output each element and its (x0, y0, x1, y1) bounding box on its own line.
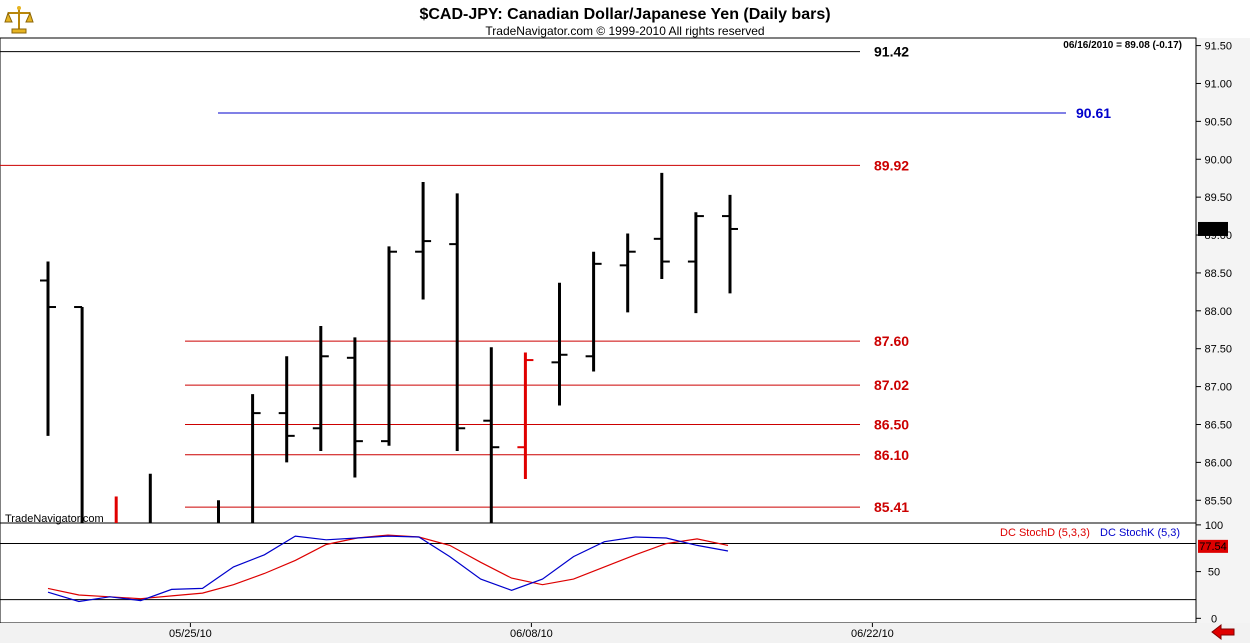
support-resistance-levels: 91.42 90.61 89.92 87.60 87.02 86.50 86.10 85.41 (0, 44, 1111, 515)
level-label-87.02: 87.02 (874, 377, 909, 393)
stoch-tick-label: 50 (1208, 567, 1220, 579)
ohlc-bar (517, 352, 534, 480)
level-label-87.60: 87.60 (874, 333, 909, 349)
level-label-86.10: 86.10 (874, 447, 909, 463)
ohlc-bar (687, 212, 704, 314)
level-label-91.42: 91.42 (874, 44, 909, 60)
stoch-value-tag-label: 77.54 (1199, 541, 1227, 553)
ohlc-bar (653, 172, 670, 279)
price-panel-frame (0, 37, 1197, 524)
tradenavigator-logo-icon (4, 4, 34, 34)
legend-stoch-k: DC StochK (5,3) (1100, 527, 1180, 539)
last-price-tag (1198, 221, 1228, 236)
price-tick-label: 86.50 (1204, 419, 1232, 431)
ohlc-bar (449, 193, 466, 452)
time-tick-label: 06/08/10 (510, 628, 553, 640)
stoch-series-d (47, 534, 729, 600)
level-label-85.41: 85.41 (874, 499, 909, 515)
ohlc-bars (40, 172, 738, 523)
stochastic-panel-frame (0, 522, 1197, 624)
level-label-90.61: 90.61 (1076, 105, 1111, 121)
level-label-86.50: 86.50 (874, 416, 909, 432)
last-price-tag-label: 89.08 (1199, 224, 1227, 236)
chart-title: $CAD-JPY: Canadian Dollar/Japanese Yen (… (419, 6, 830, 23)
ohlc-bar (483, 347, 500, 523)
time-tick-label: 05/25/10 (169, 628, 212, 640)
time-tick-label: 06/22/10 (851, 628, 894, 640)
price-tick-label: 91.00 (1204, 78, 1232, 90)
ohlc-bar (619, 233, 636, 313)
stoch-value-tag (1198, 539, 1228, 553)
price-tick-label: 88.00 (1204, 306, 1232, 318)
stochastic-panel: 0 50 100 77.54 (0, 520, 1228, 625)
ohlc-bar (278, 356, 295, 463)
price-axis-strip (1196, 38, 1250, 623)
stoch-series-k (47, 535, 729, 603)
ohlc-bar (415, 181, 432, 300)
ohlc-bar (722, 194, 738, 294)
price-tick-label: 87.50 (1204, 344, 1232, 356)
price-tick-label: 89.50 (1204, 192, 1232, 204)
time-axis: 05/25/10 06/08/10 06/22/10 (169, 623, 894, 640)
price-tick-label: 88.50 (1204, 268, 1232, 280)
price-tick-label: 90.00 (1204, 154, 1232, 166)
last-quote-readout: 06/16/2010 = 89.08 (-0.17) (1063, 40, 1182, 51)
level-label-89.92: 89.92 (874, 157, 909, 173)
chart-subtitle: TradeNavigator.com © 1999-2010 All right… (485, 24, 764, 38)
price-tick-label: 86.00 (1204, 457, 1232, 469)
ohlc-bar (40, 261, 56, 436)
ohlc-bar (346, 337, 363, 478)
stoch-tick-label: 0 (1211, 613, 1217, 625)
price-axis: 85.5086.0086.5087.0087.5088.0088.5089.00… (1196, 41, 1232, 507)
ohlc-bar (74, 306, 84, 523)
watermark-text: TradeNavigator.com (5, 513, 104, 525)
price-tick-label: 90.50 (1204, 116, 1232, 128)
time-axis-strip (0, 623, 1250, 643)
price-tick-label: 87.00 (1204, 382, 1232, 394)
scroll-left-arrow-icon[interactable] (1211, 623, 1235, 641)
ohlc-bar (585, 251, 602, 372)
ohlc-bar (312, 325, 329, 452)
price-tick-label: 91.50 (1204, 41, 1232, 53)
price-tick-label: 85.50 (1204, 495, 1232, 507)
ohlc-bar (381, 246, 397, 446)
legend-stoch-d: DC StochD (5,3,3) (1000, 527, 1090, 539)
ohlc-bar (551, 282, 568, 406)
ohlc-bar (251, 394, 261, 523)
stoch-tick-label: 100 (1205, 520, 1223, 532)
